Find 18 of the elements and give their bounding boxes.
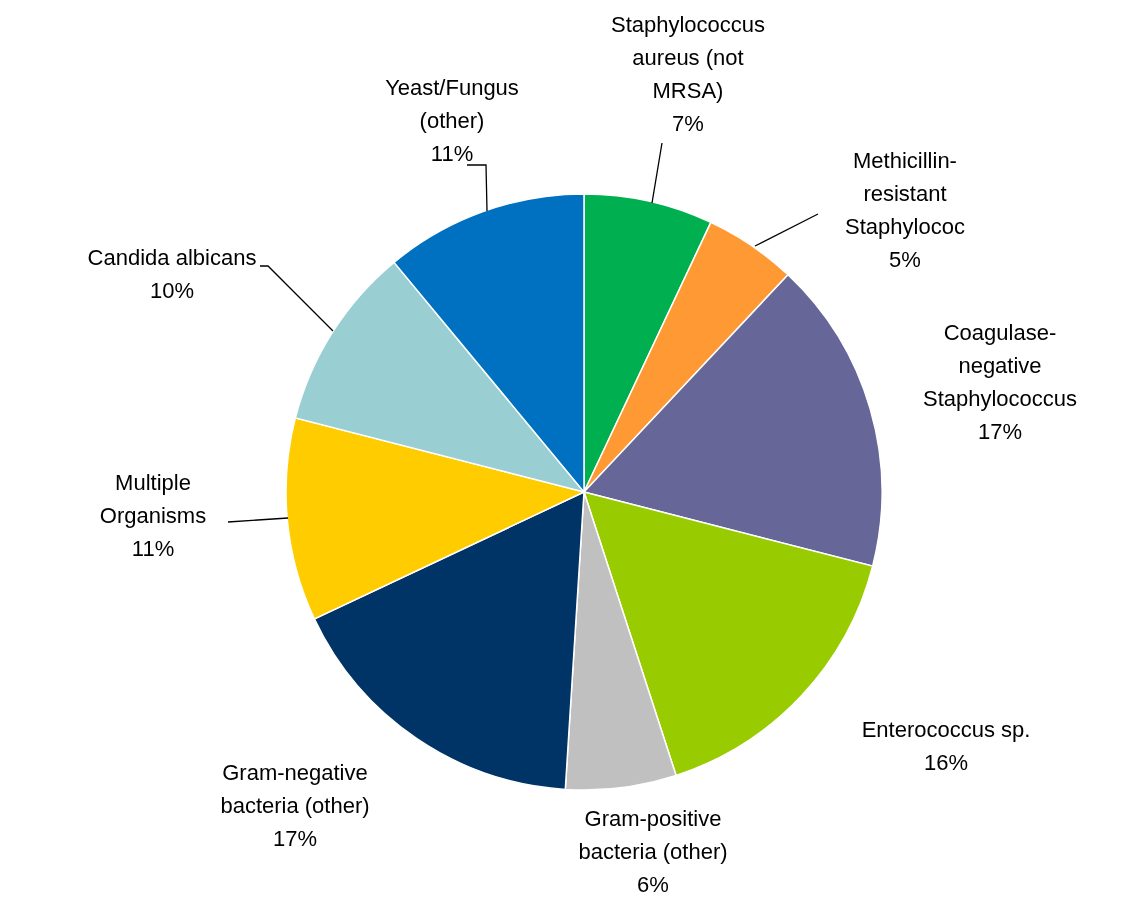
- data-label: 5%: [889, 247, 921, 272]
- slice-label: Enterococcus sp.: [861, 717, 1031, 742]
- slice-label: Yeast/Fungus (other): [385, 75, 519, 133]
- data-label: 11%: [131, 536, 175, 561]
- data-label: 17%: [272, 826, 318, 851]
- slice-label: Candida albicans: [87, 245, 257, 270]
- slice-label: Multiple Organisms: [99, 470, 207, 528]
- slice-label: Gram-negative bacteria (other): [220, 760, 370, 818]
- data-label: 11%: [430, 141, 474, 166]
- slice-label: Methicillin-resistant Staphylococ: [845, 148, 965, 239]
- data-label: 10%: [149, 278, 195, 303]
- slice-label: Gram-positive bacteria (other): [578, 806, 728, 864]
- data-label: 7%: [672, 111, 704, 136]
- slice-label: Coagulase-negative Staphylococcus: [922, 320, 1078, 411]
- data-label: 17%: [977, 419, 1023, 444]
- slice-label: Staphylococcus aureus (not MRSA): [610, 12, 766, 103]
- data-label: 6%: [637, 872, 669, 897]
- data-label: 16%: [923, 750, 969, 775]
